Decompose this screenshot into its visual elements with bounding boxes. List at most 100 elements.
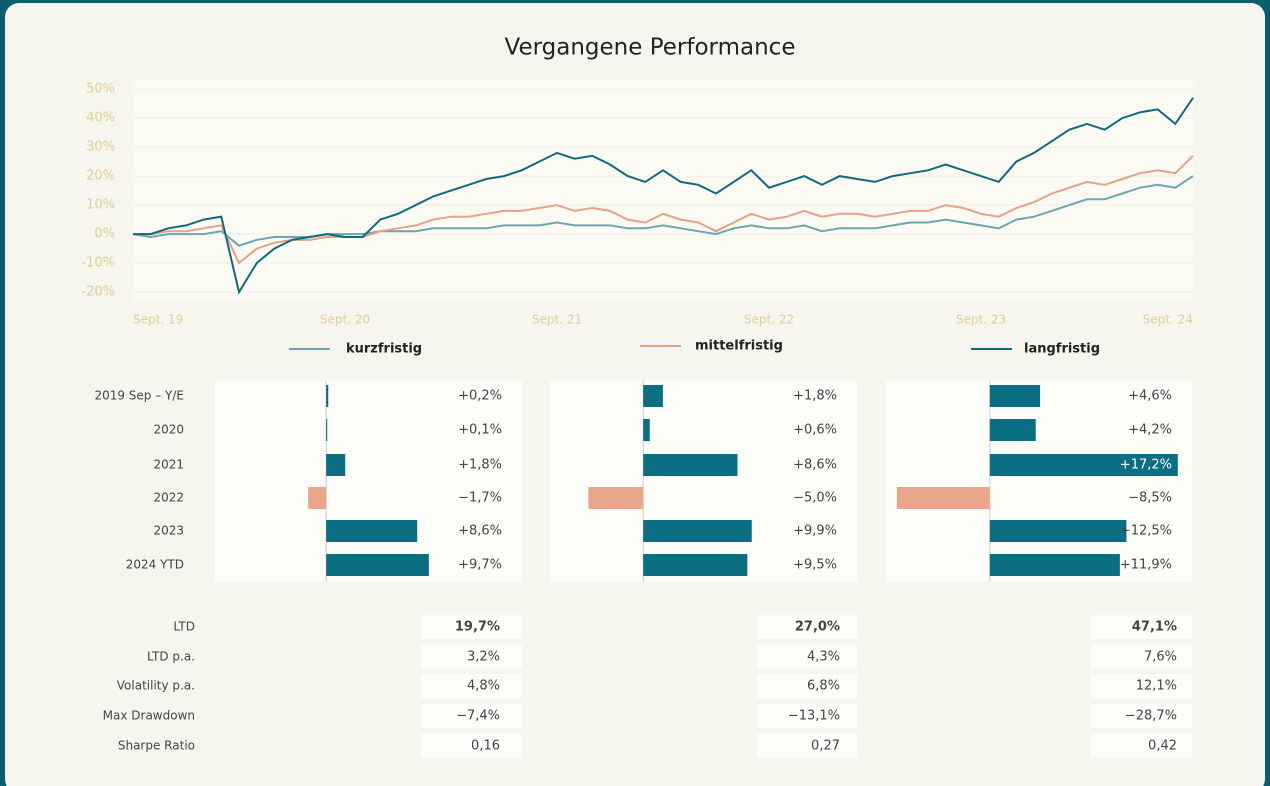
bar (643, 520, 752, 542)
legend-label: kurzfristig (346, 342, 422, 357)
x-tick-label: Sept. 19 (133, 313, 183, 327)
bar (989, 454, 1178, 476)
value-label: +11,9% (1120, 558, 1172, 573)
stat-cell (757, 615, 857, 639)
bar (989, 385, 1041, 407)
bar (989, 419, 1036, 441)
stat-cell (757, 645, 857, 669)
x-tick-label: Sept. 21 (532, 313, 582, 327)
value-label: −5,0% (793, 491, 837, 506)
value-label: +12,5% (1120, 524, 1172, 539)
y-tick-label: 20% (86, 169, 115, 184)
chart-title: Vergangene Performance (505, 35, 796, 61)
category-label: 2019 Sep – Y/E (94, 389, 184, 403)
stat-value: −7,4% (456, 709, 500, 724)
bar (896, 487, 990, 509)
plot-area (133, 81, 1193, 302)
stat-cell (1091, 615, 1192, 639)
value-label: +1,8% (793, 389, 837, 404)
value-label: +0,6% (793, 423, 837, 438)
stat-value: −28,7% (1125, 709, 1177, 724)
stat-value: 19,7% (455, 620, 500, 635)
stat-value: 0,42 (1148, 739, 1177, 754)
stat-cell (757, 674, 857, 698)
line-series (133, 155, 1194, 265)
x-tick-label: Sept. 20 (320, 313, 370, 327)
bar-panel (215, 381, 522, 582)
value-label: +17,2% (1120, 458, 1172, 473)
value-label: +8,6% (793, 458, 837, 473)
stat-cell (421, 704, 522, 728)
stat-cell (421, 674, 522, 698)
stat-cell (421, 645, 522, 669)
value-label: −8,5% (1128, 491, 1172, 506)
category-label: 2023 (153, 524, 184, 538)
legend-label: mittelfristig (695, 339, 783, 354)
stat-value: 47,1% (1132, 620, 1177, 635)
line-series (133, 97, 1194, 295)
y-tick-label: -10% (81, 256, 115, 271)
value-label: +4,6% (1128, 389, 1172, 404)
bar (989, 520, 1127, 542)
stat-cell (421, 615, 522, 639)
stat-cell (1091, 674, 1192, 698)
bar (326, 419, 328, 441)
stat-cell (1091, 704, 1192, 728)
stat-cell (757, 734, 857, 758)
stat-cell (1091, 645, 1192, 669)
value-label: +9,7% (458, 558, 502, 573)
value-label: +0,2% (458, 389, 502, 404)
x-tick-label: Sept. 23 (956, 313, 1006, 327)
bar (643, 419, 650, 441)
y-tick-label: 40% (86, 111, 115, 126)
bar (643, 454, 738, 476)
value-label: +4,2% (1128, 423, 1172, 438)
category-label: 2020 (153, 423, 184, 437)
y-tick-label: -20% (81, 285, 115, 300)
y-tick-label: 30% (86, 140, 115, 155)
bar (989, 554, 1120, 576)
stat-label: LTD p.a. (147, 650, 195, 664)
stat-cell (421, 734, 522, 758)
legend-label: langfristig (1024, 342, 1100, 357)
bar (643, 385, 663, 407)
y-tick-label: 0% (94, 227, 115, 242)
stat-value: 4,3% (807, 650, 840, 665)
stat-value: −13,1% (788, 709, 840, 724)
y-tick-label: 50% (86, 82, 115, 97)
value-label: +1,8% (458, 458, 502, 473)
stat-cell (1091, 734, 1192, 758)
stat-value: 3,2% (467, 650, 500, 665)
x-tick-label: Sept. 24 (1143, 313, 1193, 327)
x-tick-label: Sept. 22 (744, 313, 794, 327)
stat-value: 12,1% (1136, 679, 1177, 694)
category-label: 2024 YTD (126, 558, 184, 572)
stat-label: Volatility p.a. (117, 679, 195, 693)
value-label: −1,7% (458, 491, 502, 506)
bar (326, 520, 418, 542)
bar (308, 487, 327, 509)
value-label: +9,5% (793, 558, 837, 573)
value-label: +9,9% (793, 524, 837, 539)
bar-panel (886, 381, 1192, 582)
category-label: 2022 (153, 491, 184, 505)
category-label: 2021 (153, 458, 184, 472)
stat-cell (757, 704, 857, 728)
stat-value: 27,0% (795, 620, 840, 635)
stat-value: 6,8% (807, 679, 840, 694)
y-tick-label: 10% (86, 198, 115, 213)
stat-value: 0,16 (471, 739, 500, 754)
stat-value: 4,8% (467, 679, 500, 694)
value-label: +8,6% (458, 524, 502, 539)
stat-label: Max Drawdown (103, 709, 195, 723)
stat-value: 7,6% (1144, 650, 1177, 665)
bar-panel (550, 381, 857, 582)
bar (326, 554, 429, 576)
bar (588, 487, 644, 509)
value-label: +0,1% (458, 423, 502, 438)
stat-value: 0,27 (811, 739, 840, 754)
bar (326, 385, 329, 407)
bar (643, 554, 748, 576)
